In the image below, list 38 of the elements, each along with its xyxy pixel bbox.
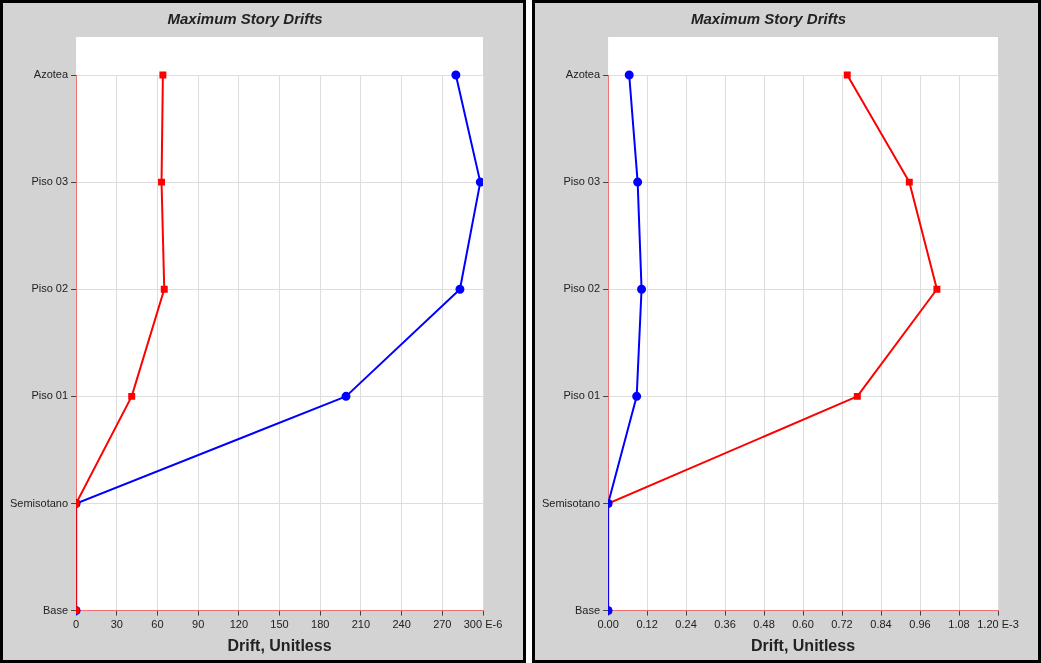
chart-title: Maximum Story Drifts	[690, 10, 847, 28]
x-tick-label: 180	[311, 618, 330, 631]
x-tick-label: 0	[73, 618, 80, 631]
y-tick-label: Piso 03	[563, 175, 601, 188]
x-tick-label: 30	[110, 618, 123, 631]
y-tick-label: Piso 01	[31, 389, 69, 402]
y-tick-label: Piso 02	[31, 282, 69, 295]
x-tick-label: 270	[433, 618, 452, 631]
x-tick-label: 60	[151, 618, 164, 631]
x-tick-label: 0.00	[597, 618, 619, 631]
x-tick-label: 1.20 E-3	[977, 618, 1019, 631]
x-tick-label: 1.08	[948, 618, 970, 631]
x-tick-label: 0.96	[909, 618, 931, 631]
y-tick-label: Piso 02	[563, 282, 601, 295]
x-tick-label: 0.12	[636, 618, 658, 631]
chart-title: Maximum Story Drifts	[167, 10, 323, 28]
y-tick-label: Piso 03	[31, 175, 69, 188]
x-tick-label: 0.48	[753, 618, 775, 631]
y-tick-label: Piso 01	[563, 389, 601, 402]
x-tick-label: 0.72	[831, 618, 853, 631]
x-tick-label: 0.84	[870, 618, 892, 631]
x-tick-label: 120	[229, 618, 249, 631]
x-axis-title: Drift, Unitless	[227, 636, 332, 654]
y-tick-label: Azotea	[565, 68, 601, 81]
y-tick-label: Semisotano	[9, 496, 69, 509]
x-tick-label: 300 E-6	[463, 618, 503, 631]
y-tick-label: Semisotano	[541, 496, 601, 509]
x-tick-label: 0.24	[675, 618, 697, 631]
x-tick-label: 150	[270, 618, 289, 631]
x-tick-label: 90	[192, 618, 205, 631]
x-axis-title: Drift, Unitless	[751, 636, 856, 654]
x-tick-label: 0.60	[792, 618, 814, 631]
y-tick-label: Base	[575, 603, 601, 616]
x-tick-label: 240	[392, 618, 411, 631]
x-tick-label: 210	[351, 618, 371, 631]
y-tick-label: Base	[43, 603, 69, 616]
x-tick-label: 0.36	[714, 618, 736, 631]
y-tick-label: Azotea	[33, 68, 69, 81]
